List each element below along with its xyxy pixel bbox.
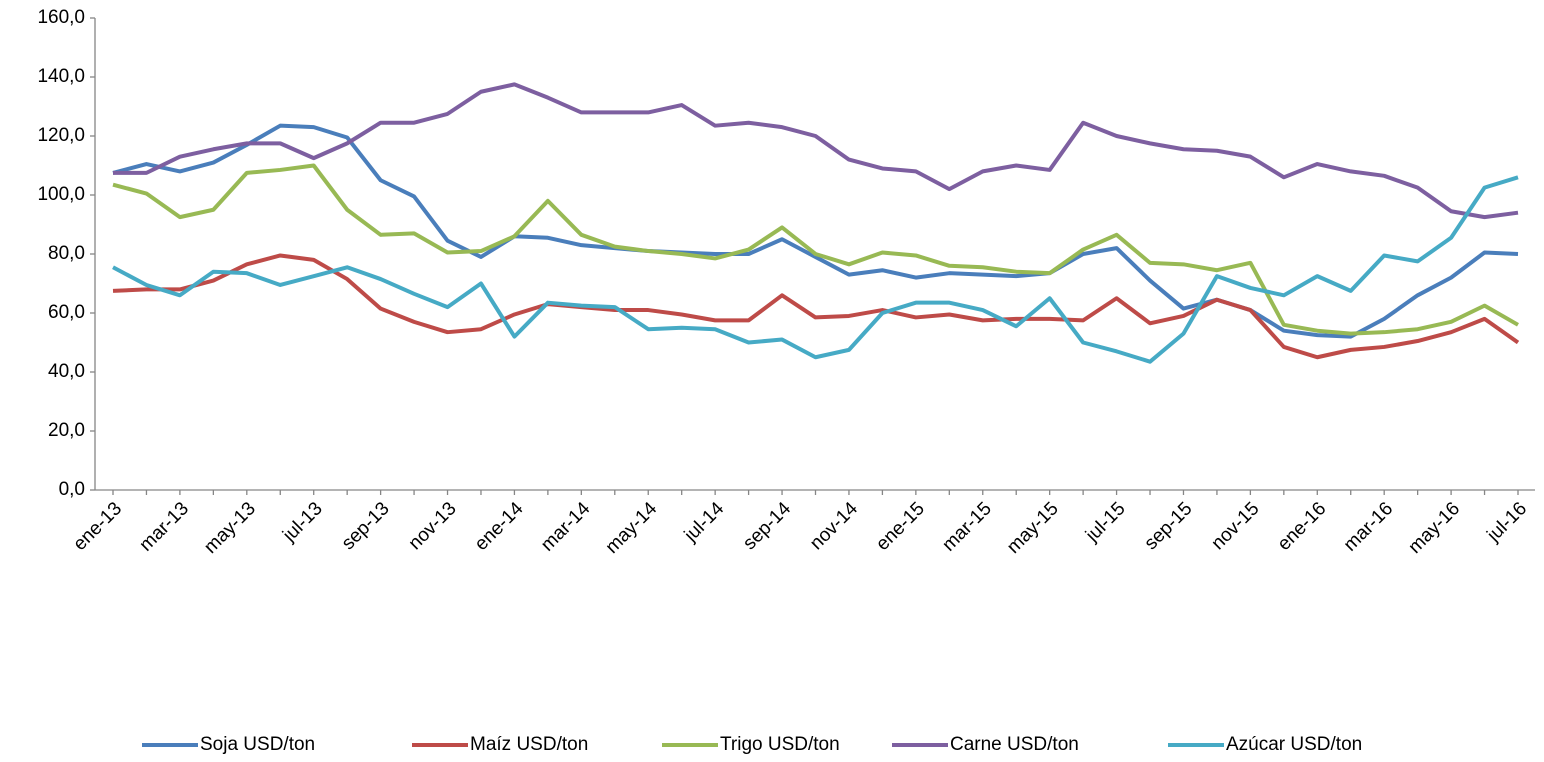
legend-label: Maíz USD/ton (470, 734, 588, 755)
series-line (112, 123, 1519, 339)
x-tick-label: ene-15 (872, 498, 929, 555)
series-line (112, 253, 1520, 360)
x-tick-label: ene-13 (69, 498, 126, 555)
x-tick-label: mar-14 (537, 498, 595, 556)
x-tick-label: ene-16 (1274, 498, 1331, 555)
y-tick-label: 80,0 (48, 243, 85, 264)
x-tick-label: jul-15 (1081, 498, 1129, 546)
x-tick-label: nov-13 (405, 498, 461, 554)
x-tick-label: sep-13 (338, 498, 394, 554)
legend-label: Azúcar USD/ton (1226, 734, 1362, 755)
legend-label: Soja USD/ton (200, 734, 315, 755)
x-tick-label: may-13 (200, 498, 260, 558)
x-tick-label: mar-16 (1340, 498, 1397, 555)
y-tick-label: 60,0 (48, 302, 85, 323)
x-tick-label: sep-14 (739, 498, 795, 554)
x-tick-label: jul-13 (278, 498, 326, 546)
x-tick-label: mar-15 (938, 498, 995, 555)
y-tick-label: 160,0 (37, 7, 85, 28)
x-tick-label: jul-14 (680, 498, 729, 547)
series-line (112, 175, 1519, 364)
legend-label: Carne USD/ton (950, 734, 1079, 755)
x-tick-label: nov-14 (806, 498, 862, 554)
x-tick-label: may-15 (1003, 498, 1063, 558)
y-tick-label: 20,0 (48, 420, 85, 441)
y-tick-label: 100,0 (37, 184, 85, 205)
x-tick-label: nov-15 (1208, 498, 1264, 554)
series-line (113, 82, 1519, 220)
y-tick-label: 0,0 (59, 479, 85, 500)
x-tick-label: jul-16 (1483, 498, 1531, 546)
x-tick-label: mar-13 (136, 498, 193, 555)
x-tick-label: may-16 (1405, 498, 1465, 558)
x-tick-label: sep-15 (1141, 498, 1197, 554)
series-line (112, 163, 1519, 336)
x-tick-label: may-14 (602, 498, 662, 558)
y-tick-label: 140,0 (37, 66, 85, 87)
legend-label: Trigo USD/ton (720, 734, 840, 755)
y-tick-label: 120,0 (37, 125, 85, 146)
x-tick-label: ene-14 (471, 498, 528, 555)
y-tick-label: 40,0 (48, 361, 85, 382)
